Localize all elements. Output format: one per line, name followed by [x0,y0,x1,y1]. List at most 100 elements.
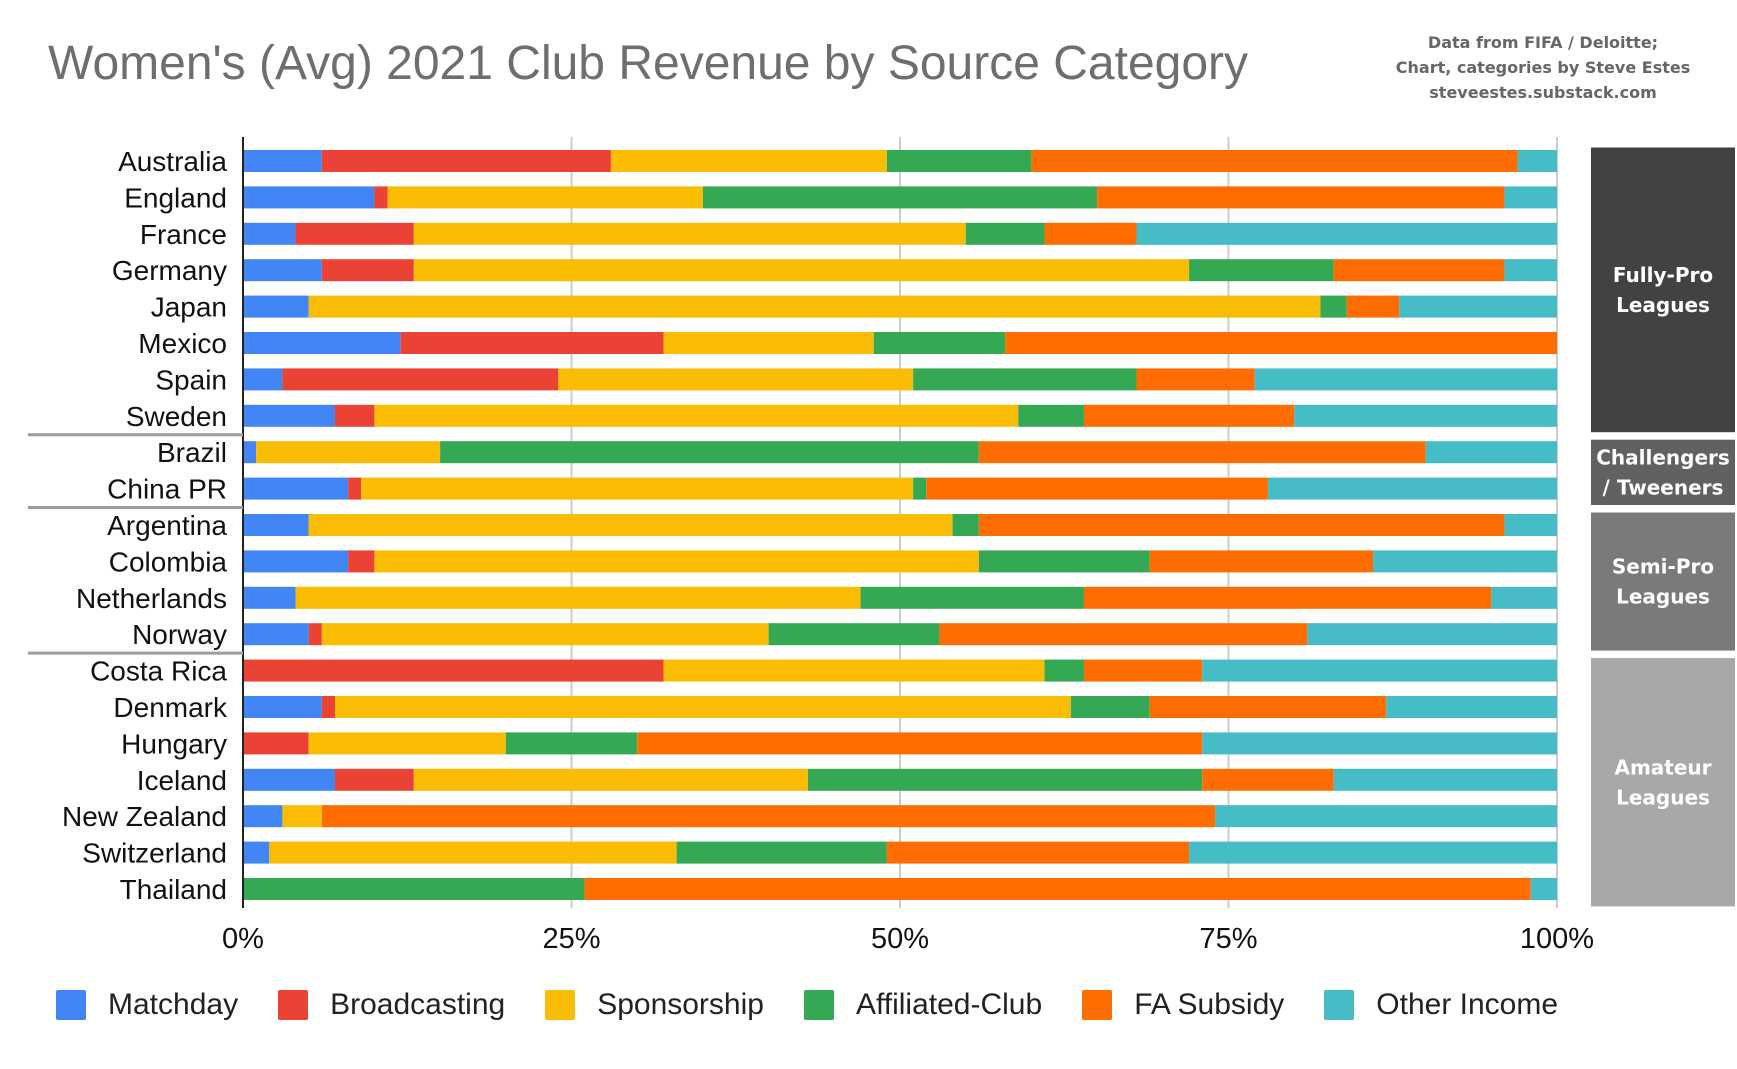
bar-segment [768,623,940,646]
legend-label: Broadcasting [330,988,506,1021]
y-tick-label: Costa Rica [90,656,227,687]
bar-segment [1044,659,1084,682]
y-tick-label: China PR [107,474,227,505]
bar-segment [1491,586,1557,609]
bar-segment [361,477,914,500]
group-label: Leagues [1616,785,1710,809]
legend-swatch [278,990,309,1020]
bar-segment [1333,768,1557,791]
bar-segment [873,332,1006,354]
y-tick-label: Japan [151,292,227,323]
bar-segment [1294,404,1557,427]
bar-segment [584,878,1531,900]
bar-segment [1202,732,1557,755]
bar-segment [243,841,270,864]
y-tick-label: Spain [155,364,227,395]
bar-segment [1333,259,1505,282]
bar-segment [1083,659,1203,682]
bar-segment [243,368,283,391]
y-tick-label: Brazil [157,437,227,468]
bar-segment [334,696,1071,718]
bar-segment [413,222,966,245]
group-label: Challengers [1596,445,1730,469]
bar-segment [1399,295,1557,318]
chart-title: Women's (Avg) 2021 Club Revenue by Sourc… [48,37,1249,90]
bar-segment [1425,441,1557,464]
group-box [1591,512,1735,651]
legend-swatch [56,990,86,1020]
bar-segment [1044,222,1137,245]
source-line-3: steveestes.substack.com [1429,83,1657,102]
bar-segment [1254,368,1557,391]
legend-label: Other Income [1376,988,1559,1021]
bar-segment [295,222,414,245]
bar-segment [282,368,559,391]
legend-item: FA Subsidy [1082,988,1284,1022]
bar-segment [440,441,979,464]
group-label: Amateur [1614,755,1711,779]
bar-segment [1083,586,1492,609]
bar-segment [321,805,1216,828]
bar-segment [505,732,638,755]
bar-segment [413,259,1190,282]
bar-segment [321,696,335,718]
bar-segment [334,768,414,791]
bar-segment [1202,768,1334,791]
bar-segment [321,259,414,282]
bar-segment [1149,696,1387,718]
bar-segment [1504,259,1557,282]
bar-segment [321,623,769,646]
bar-segment [1215,805,1557,828]
y-tick-label: Denmark [113,692,228,723]
bar-segment [1267,477,1557,500]
bar-segment [243,150,322,172]
bar-segment [978,441,1426,464]
bar-segment [886,150,1032,172]
bar-segment [1097,186,1505,209]
bar-segment [243,878,585,900]
bar-segment [243,514,309,536]
y-tick-label: New Zealand [62,801,227,832]
y-tick-label: Switzerland [82,838,227,869]
y-tick-label: Hungary [121,728,227,759]
y-tick-label: Germany [112,255,227,286]
legend-label: FA Subsidy [1134,988,1285,1021]
bar-segment [243,332,401,354]
bar-segment [1136,368,1255,391]
bar-segment [860,586,1084,609]
bar-segment [978,514,1505,536]
bar-segment [269,841,677,864]
legend-swatch [803,990,834,1020]
bar-segment [243,623,309,646]
bar-segment [374,404,1019,427]
bar-segment [400,332,664,354]
x-tick-label: 0% [222,923,264,955]
y-tick-label: Netherlands [76,583,227,614]
bar-segment [926,477,1268,500]
bar-segment [243,441,257,464]
bar-segment [913,477,927,500]
bar-segment [1504,514,1557,536]
y-tick-label: Australia [118,146,227,177]
group-box [1591,658,1735,907]
bar-segment [243,259,322,282]
y-tick-label: Argentina [107,510,227,541]
bar-segment [1070,696,1150,718]
bar-segment [702,186,1098,209]
bar-segment [1517,150,1557,172]
group-label: Leagues [1616,585,1710,609]
bar-segment [939,623,1308,646]
bar-segment [348,477,362,500]
x-tick-label: 100% [1520,923,1594,955]
bar-segment [1530,878,1557,900]
source-line-2: Chart, categories by Steve Estes [1395,58,1691,77]
legend-swatch [545,990,576,1020]
legend-label: Matchday [108,988,239,1021]
bar-segment [243,295,309,318]
bar-segment [1083,404,1295,427]
source-note: Data from FIFA / Deloitte; Chart, catego… [1378,30,1708,105]
y-tick-label: Colombia [109,546,228,577]
bar-segment [1018,404,1084,427]
legend-swatch [1082,990,1113,1020]
legend-item: Matchday [56,988,238,1022]
